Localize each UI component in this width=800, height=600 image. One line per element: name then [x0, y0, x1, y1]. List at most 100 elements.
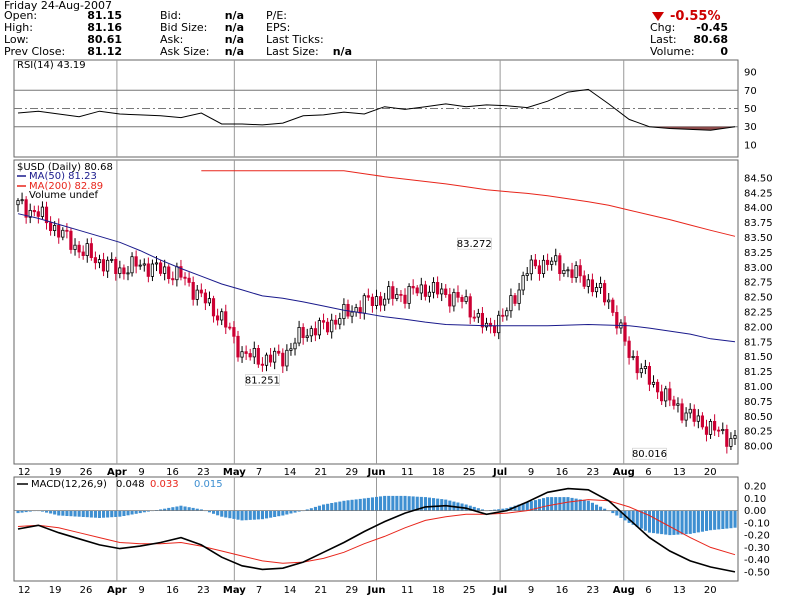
macd-hist-bar	[436, 498, 440, 511]
candle-body	[529, 259, 533, 275]
candle-body	[505, 310, 509, 317]
candle-body	[492, 325, 497, 334]
high-label: High:	[4, 21, 33, 34]
macd-hist-bar	[240, 510, 244, 521]
price-annotation: 83.272	[457, 239, 492, 250]
candle-body	[480, 312, 485, 328]
candle-body	[631, 355, 635, 358]
macd-y-tick-label: -0.30	[744, 543, 770, 554]
candle-body	[220, 311, 224, 321]
candle-body	[391, 286, 395, 299]
candle-body	[419, 284, 423, 294]
x-tick-label: 13	[673, 585, 686, 596]
last-size-label: Last Size:	[266, 45, 319, 58]
candle-body	[452, 291, 456, 307]
macd-hist-bar	[407, 496, 411, 511]
candle-body	[338, 318, 342, 325]
candle-body	[521, 275, 525, 291]
macd-hist-bar	[122, 510, 126, 516]
candle-body	[248, 353, 252, 358]
candle-body	[130, 256, 134, 274]
x-tick-label: 23	[197, 467, 210, 478]
candle-body	[36, 211, 40, 217]
candle-body	[16, 200, 20, 206]
price-y-tick-label: 82.25	[744, 308, 773, 319]
candle-body	[44, 206, 49, 224]
high-value: 81.16	[87, 21, 122, 34]
macd-series	[14, 487, 738, 573]
macd-hist-bar	[322, 504, 326, 511]
pe-label: P/E:	[266, 9, 287, 22]
candle-body	[167, 266, 171, 279]
candle-body	[651, 381, 656, 385]
candle-body	[554, 255, 558, 262]
macd-hist-bar	[297, 510, 301, 512]
macd-hist-bar	[130, 510, 134, 515]
candle-body	[24, 199, 28, 218]
macd-hist-bar	[61, 510, 65, 516]
macd-hist-bar	[69, 510, 73, 517]
macd-hist-bar	[362, 498, 366, 511]
y-axes: 90 70 50 30 10 84.50 84.25 84.00 83.75 83.50 83.25…	[744, 68, 773, 579]
macd-hist-bar	[656, 510, 660, 534]
ma200-legend: MA(200) 82.89	[29, 181, 103, 192]
candle-body	[236, 335, 240, 358]
macd-hist-bar	[256, 510, 260, 520]
candle-body	[570, 269, 574, 278]
macd-hist-bar	[126, 510, 130, 516]
candle-body	[28, 209, 32, 218]
macd-hist-bar	[102, 510, 106, 518]
last-value: 80.68	[693, 33, 728, 46]
candle-body	[590, 279, 595, 293]
macd-hist-bar	[248, 510, 252, 520]
candle-body	[582, 275, 586, 287]
macd-hist-bar	[334, 502, 338, 511]
x-axes: 12 12 19 19 26 26 Apr Apr 9 9 16 16 23 23 May May 7 7 14 14…	[18, 467, 717, 596]
macd-hist-bar	[619, 510, 623, 518]
macd-hist-bar	[220, 510, 224, 517]
x-tick-label: 16	[166, 585, 179, 596]
candle-body	[281, 352, 285, 367]
macd-hist-bar	[427, 497, 431, 511]
macd-hist-bar	[281, 510, 285, 516]
candle-body	[378, 296, 383, 306]
candle-body	[362, 295, 366, 314]
candle-body	[537, 265, 542, 274]
candle-body	[533, 259, 538, 267]
candle-body	[277, 350, 281, 354]
last-size-value: n/a	[332, 45, 352, 58]
candle-body	[668, 388, 672, 401]
macd-hist-bar	[578, 499, 582, 511]
candle-body	[444, 288, 448, 295]
price-y-tick-label: 81.50	[744, 352, 773, 363]
candle-body	[175, 266, 179, 281]
macd-hist-bar	[501, 508, 505, 511]
x-tick-label: 6	[645, 585, 651, 596]
macd-hist-bar	[16, 510, 20, 514]
candle-body	[656, 381, 660, 393]
macd-hist-bar	[366, 497, 370, 511]
price-y-tick-label: 81.00	[744, 382, 773, 393]
macd-hist-bar	[403, 495, 407, 511]
x-tick-label: 16	[166, 467, 179, 478]
bid-size-label: Bid Size:	[160, 21, 208, 34]
macd-legend-name: MACD(12,26,9)	[31, 479, 107, 490]
macd-legend-value: 0.048	[116, 479, 145, 490]
candle-body	[680, 403, 684, 421]
x-tick-label: Jul	[492, 467, 507, 478]
macd-hist-bar	[517, 504, 521, 511]
macd-hist-bar	[77, 510, 81, 517]
macd-hist-bar	[383, 495, 387, 511]
macd-hist-bar	[326, 503, 330, 511]
macd-hist-bar	[611, 510, 615, 514]
x-tick-label: Aug	[613, 467, 635, 478]
macd-hist-bar	[391, 495, 395, 511]
candle-body	[146, 263, 150, 277]
x-tick-label: Jun	[367, 467, 386, 478]
candle-body	[203, 292, 207, 304]
macd-hist-bar	[45, 510, 49, 513]
macd-hist-bar	[49, 510, 53, 514]
candle-body	[525, 273, 529, 276]
candle-body	[440, 288, 444, 295]
